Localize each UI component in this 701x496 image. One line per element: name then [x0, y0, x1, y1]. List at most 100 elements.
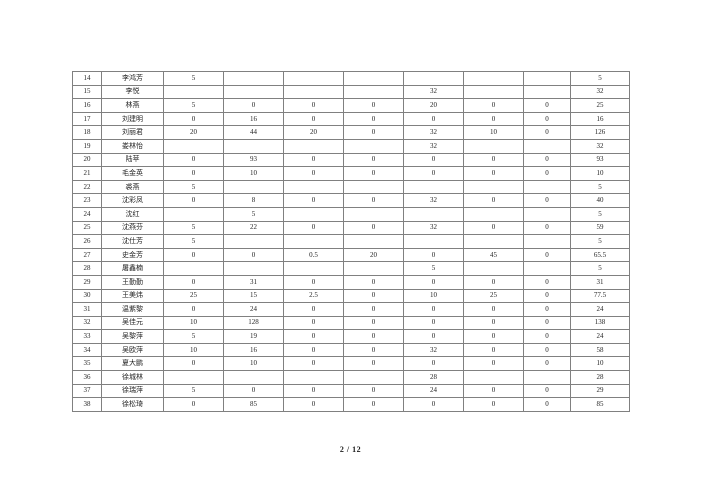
value-cell: 0 [463, 111, 524, 127]
value-cell: 0.5 [283, 247, 344, 263]
row-number-cell: 17 [72, 111, 102, 127]
value-cell [463, 179, 524, 195]
row-number-cell: 35 [72, 356, 102, 372]
table-row: 22 裘燕 5 5 [72, 179, 630, 195]
value-cell [163, 206, 224, 222]
name-cell: 沈红 [101, 206, 164, 222]
value-cell [163, 138, 224, 154]
value-cell: 0 [343, 193, 404, 208]
table-row: 33 吴黎萍 5 19 0 0 0 0 0 24 [72, 329, 630, 344]
total-cell: 25 [570, 98, 630, 113]
value-cell: 0 [223, 383, 284, 399]
value-cell: 0 [283, 315, 344, 331]
value-cell [523, 71, 571, 86]
value-cell [223, 179, 284, 195]
value-cell: 0 [403, 274, 464, 290]
value-cell: 5 [163, 383, 224, 399]
table-row: 30 王美炜 25 15 2.5 0 10 25 0 77.5 [72, 288, 630, 304]
value-cell: 0 [283, 356, 344, 372]
value-cell: 0 [523, 274, 571, 290]
value-cell: 0 [523, 302, 571, 317]
table-row: 36 徐城林 28 28 [72, 370, 630, 385]
table-row: 37 徐瑞萍 5 0 0 0 24 0 0 29 [72, 383, 630, 399]
value-cell [403, 179, 464, 195]
value-cell [463, 84, 524, 100]
value-cell: 10 [223, 356, 284, 372]
value-cell: 0 [403, 356, 464, 372]
total-cell: 65.5 [570, 247, 630, 263]
value-cell: 0 [163, 193, 224, 208]
name-cell: 温紫黎 [101, 302, 164, 317]
total-cell: 58 [570, 342, 630, 358]
value-cell: 8 [223, 193, 284, 208]
value-cell: 0 [523, 220, 571, 236]
value-cell [283, 138, 344, 154]
value-cell [463, 370, 524, 385]
table-row: 18 刘丽君 20 44 20 0 32 10 0 126 [72, 125, 630, 140]
value-cell: 0 [523, 247, 571, 263]
total-cell: 85 [570, 397, 630, 412]
value-cell [283, 261, 344, 276]
value-cell: 0 [463, 166, 524, 181]
name-cell: 林燕 [101, 98, 164, 113]
total-cell: 5 [570, 261, 630, 276]
value-cell [343, 71, 404, 86]
total-cell: 77.5 [570, 288, 630, 304]
value-cell [343, 234, 404, 249]
value-cell: 24 [403, 383, 464, 399]
value-cell: 0 [463, 220, 524, 236]
value-cell: 10 [223, 166, 284, 181]
name-cell: 夏大鹏 [101, 356, 164, 372]
value-cell [223, 84, 284, 100]
row-number-cell: 18 [72, 125, 102, 140]
row-number-cell: 32 [72, 315, 102, 331]
value-cell: 0 [283, 193, 344, 208]
value-cell: 0 [523, 193, 571, 208]
value-cell [463, 206, 524, 222]
name-cell: 沈燕芬 [101, 220, 164, 236]
value-cell: 5 [163, 98, 224, 113]
total-cell: 32 [570, 138, 630, 154]
value-cell [343, 206, 404, 222]
table-row: 16 林燕 5 0 0 0 20 0 0 25 [72, 98, 630, 113]
name-cell: 沈彩凤 [101, 193, 164, 208]
value-cell: 19 [223, 329, 284, 344]
row-number-cell: 33 [72, 329, 102, 344]
row-number-cell: 19 [72, 138, 102, 154]
value-cell: 0 [163, 166, 224, 181]
value-cell: 0 [283, 98, 344, 113]
value-cell: 45 [463, 247, 524, 263]
value-cell [223, 261, 284, 276]
value-cell: 0 [163, 247, 224, 263]
value-cell [523, 234, 571, 249]
value-cell: 0 [463, 274, 524, 290]
name-cell: 刘丽君 [101, 125, 164, 140]
total-cell: 24 [570, 302, 630, 317]
value-cell [523, 179, 571, 195]
value-cell [523, 84, 571, 100]
value-cell: 0 [523, 98, 571, 113]
value-cell: 0 [283, 302, 344, 317]
value-cell: 0 [463, 329, 524, 344]
value-cell: 0 [343, 302, 404, 317]
value-cell [223, 138, 284, 154]
value-cell: 128 [223, 315, 284, 331]
value-cell: 0 [463, 98, 524, 113]
value-cell: 0 [343, 383, 404, 399]
value-cell: 0 [523, 111, 571, 127]
table-row: 23 沈彩凤 0 8 0 0 32 0 0 40 [72, 193, 630, 208]
value-cell: 32 [403, 84, 464, 100]
row-number-cell: 14 [72, 71, 102, 86]
value-cell: 0 [523, 383, 571, 399]
value-cell: 0 [343, 356, 404, 372]
value-cell: 0 [463, 315, 524, 331]
value-cell: 0 [403, 247, 464, 263]
value-cell: 20 [163, 125, 224, 140]
value-cell: 32 [403, 138, 464, 154]
row-number-cell: 20 [72, 152, 102, 168]
row-number-cell: 23 [72, 193, 102, 208]
value-cell [343, 370, 404, 385]
value-cell: 15 [223, 288, 284, 304]
value-cell: 0 [343, 220, 404, 236]
